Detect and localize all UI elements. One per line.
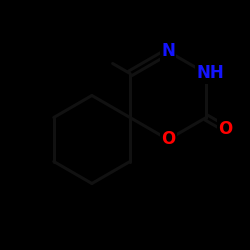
Text: O: O (218, 120, 232, 138)
Text: NH: NH (196, 64, 224, 82)
Text: O: O (161, 130, 175, 148)
Text: N: N (161, 42, 175, 60)
